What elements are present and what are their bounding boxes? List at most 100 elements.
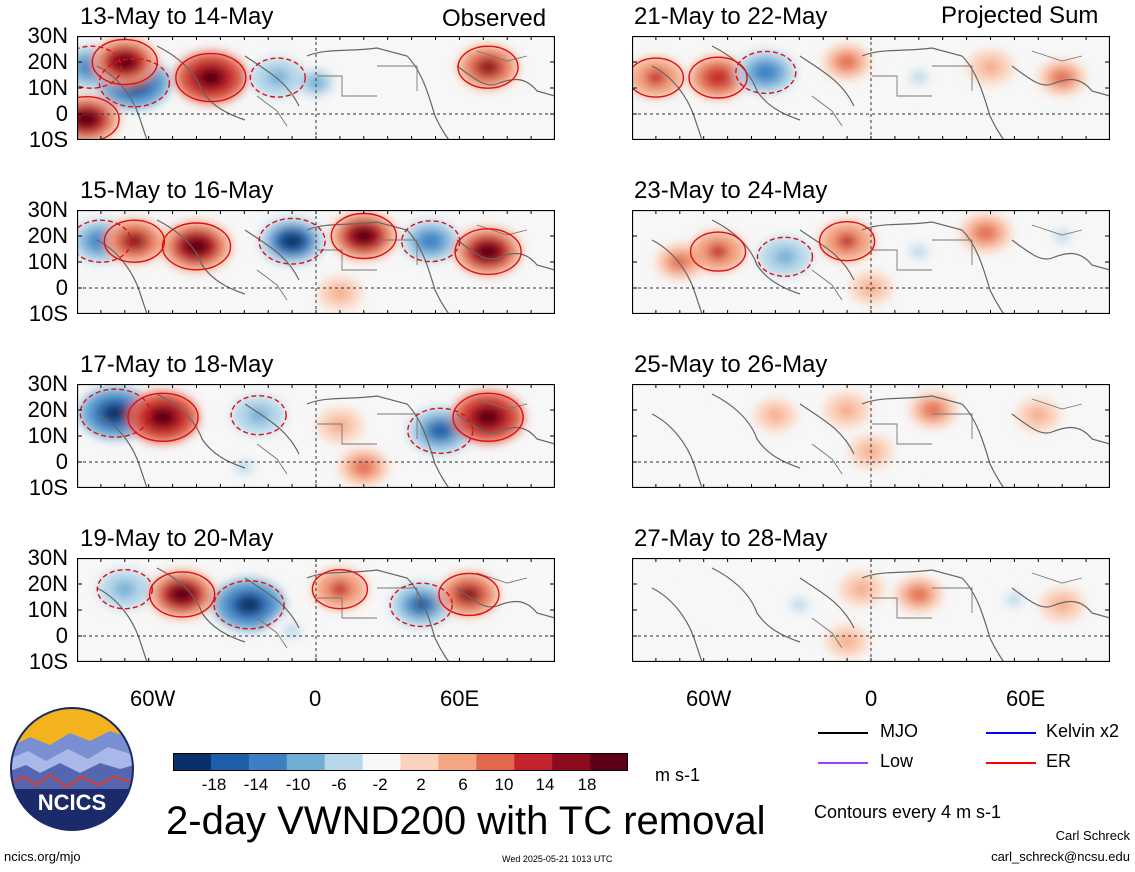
colorbar-swatch [590, 753, 628, 771]
colorbar-unit: m s-1 [655, 765, 700, 785]
er-contour [230, 395, 287, 436]
panel-title-projected-2: 23-May to 24-May [634, 177, 828, 204]
anomaly-blob [476, 58, 501, 76]
er-contour [79, 388, 151, 438]
panel-title-projected-1: 21-May to 22-May [634, 3, 828, 30]
colorbar-swatch [362, 753, 401, 771]
anomaly-blob [114, 581, 136, 598]
anomaly-blob [353, 459, 374, 475]
anomaly-blob [122, 232, 147, 250]
anomaly-blob [1005, 593, 1024, 607]
footer-email[interactable]: carl_schreck@ncsu.edu [991, 849, 1130, 864]
colorbar-swatch [324, 753, 364, 771]
colorbar-swatch [476, 753, 515, 771]
lat-label: 0 [55, 275, 68, 300]
map-panel-observed-1 [77, 36, 555, 140]
legend-low-label: Low [880, 751, 914, 771]
colorbar-tick: -14 [243, 775, 269, 794]
er-contour [452, 392, 524, 442]
colorbar-swatch [400, 753, 439, 771]
panel-title-projected-4: 27-May to 28-May [634, 525, 828, 552]
colorbar-tick: 6 [458, 775, 468, 794]
anomaly-blob [981, 60, 1000, 75]
panel-title-observed-2: 15-May to 16-May [80, 177, 274, 204]
footer-timestamp: Wed 2025-05-21 1013 UTC [502, 854, 613, 864]
panel-title-projected-3: 25-May to 26-May [634, 351, 828, 378]
colorbar-swatch [286, 753, 326, 771]
figure-title: 2-day VWND200 with TC removal [166, 799, 766, 843]
er-contour [756, 236, 814, 277]
colorbar-tick: -2 [372, 775, 388, 794]
colorbar-tick: 2 [416, 775, 426, 794]
map-panel-projected-4 [632, 558, 1110, 662]
er-contour [148, 571, 216, 618]
lat-label: 10N [27, 249, 68, 274]
lon-label-right-60e: 60E [1006, 686, 1046, 711]
panel-title-observed-1: 13-May to 14-May [80, 3, 274, 30]
map-panel-observed-2 [77, 210, 555, 314]
er-contour [401, 220, 461, 263]
anomaly-blob [234, 594, 264, 616]
colorbar-swatch [173, 753, 212, 771]
colorbar-swatch [514, 753, 553, 771]
anomaly-blob [350, 226, 377, 246]
lat-label: 10S [28, 127, 68, 152]
er-contour [438, 572, 500, 617]
anomaly-blob [837, 54, 857, 70]
er-contour [632, 57, 685, 98]
er-contour [98, 58, 171, 108]
anomaly-blob [473, 406, 503, 428]
contour-note: Contours every 4 m s-1 [814, 802, 1002, 822]
er-contour [77, 96, 120, 140]
anomaly-blob [909, 244, 928, 259]
lon-label-left-60w: 60W [130, 686, 176, 711]
anomaly-blob [645, 69, 667, 86]
lat-label: 10S [28, 649, 68, 674]
colorbar [173, 753, 628, 771]
colorbar-tick: -6 [331, 775, 347, 794]
map-panel-projected-1 [632, 36, 1110, 140]
colorbar-tick: 14 [535, 775, 555, 794]
er-contour [161, 222, 232, 271]
anomaly-blob [790, 598, 808, 612]
er-contour [454, 228, 522, 276]
anomaly-blob [278, 231, 306, 251]
lon-label-left-0: 0 [309, 686, 322, 711]
anomaly-blob [182, 236, 211, 257]
lat-label: 0 [55, 449, 68, 474]
anomaly-blob [100, 402, 130, 424]
legend-low-line [818, 762, 868, 764]
anomaly-blob [909, 70, 928, 85]
anomaly-blob [852, 582, 871, 596]
colorbar-tick: 10 [494, 775, 514, 794]
anomaly-blob [148, 406, 178, 428]
colorbar-tick: -10 [285, 775, 311, 794]
anomaly-blob [456, 585, 481, 604]
er-contour [175, 52, 247, 103]
er-contour [213, 580, 285, 630]
anomaly-blob [168, 584, 196, 604]
lat-label: 20N [27, 49, 68, 74]
anomaly-blob [695, 424, 713, 438]
lat-label: 10N [27, 75, 68, 100]
anomaly-blob [695, 593, 713, 606]
anomaly-blob [838, 634, 856, 648]
anomaly-blob [419, 232, 443, 250]
er-contour [457, 45, 519, 89]
footer-url[interactable]: ncics.org/mjo [4, 849, 81, 864]
lat-label: 30N [27, 371, 68, 396]
anomaly-blob [196, 67, 226, 88]
lat-label: 10S [28, 475, 68, 500]
map-panel-observed-4 [77, 558, 555, 662]
anomaly-blob [836, 233, 858, 250]
map-panel-observed-3 [77, 384, 555, 488]
anomaly-blob [753, 63, 778, 82]
anomaly-blob [111, 52, 138, 72]
er-contour [818, 221, 876, 262]
legend-kelvin-label: Kelvin x2 [1046, 721, 1120, 741]
legend-er-line [986, 762, 1036, 764]
er-contour [77, 219, 132, 263]
er-contour [127, 392, 199, 442]
lon-label-right-60w: 60W [686, 686, 732, 711]
lat-label: 30N [27, 545, 68, 570]
